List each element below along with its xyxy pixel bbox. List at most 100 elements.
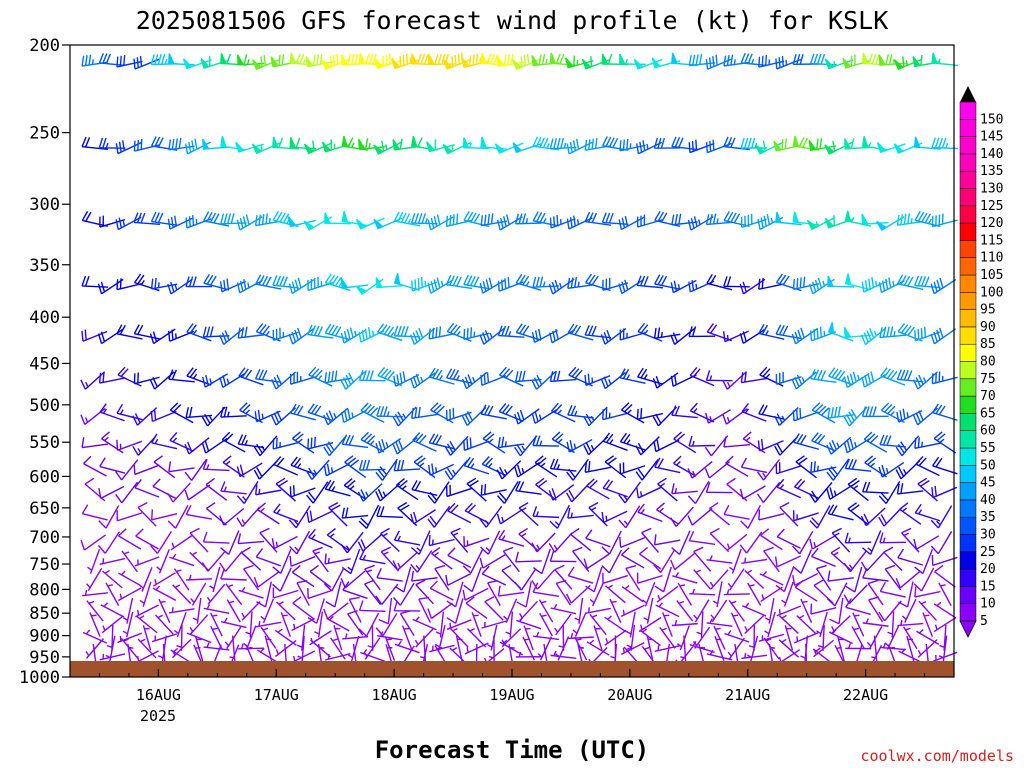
- x-tick-label: 16AUG: [136, 686, 181, 704]
- colorbar-label: 40: [980, 493, 996, 508]
- barb-half-feather: [138, 610, 139, 615]
- y-tick-label: 500: [29, 396, 60, 416]
- barb-feather: [779, 57, 780, 67]
- barb-half-feather: [678, 284, 679, 289]
- barb-half-feather: [578, 219, 579, 224]
- colorbar-label: 50: [980, 458, 996, 473]
- barb-feather: [782, 139, 783, 149]
- y-tick-label: 700: [29, 528, 60, 548]
- barb-half-feather: [611, 602, 616, 603]
- colorbar-segment: [960, 552, 976, 569]
- colorbar-segment: [960, 379, 976, 396]
- barb-half-feather: [733, 615, 738, 616]
- barb-half-feather: [160, 602, 165, 603]
- barb-feather: [471, 327, 472, 337]
- barb-feather: [477, 54, 478, 64]
- barb-half-feather: [715, 628, 720, 629]
- barb-feather: [918, 329, 919, 339]
- colorbar-segment: [960, 327, 976, 344]
- speed-colorbar: 5101520253035404550556065707580859095100…: [960, 86, 1003, 637]
- colorbar-label: 85: [980, 337, 996, 352]
- barb-feather: [481, 375, 482, 385]
- barb-feather: [134, 141, 135, 151]
- barb-half-feather: [332, 467, 333, 472]
- barb-half-feather: [727, 335, 728, 340]
- barb-feather: [800, 408, 801, 418]
- barb-feather: [290, 556, 291, 566]
- colorbar-segment: [960, 258, 976, 275]
- barb-feather: [627, 139, 628, 149]
- barb-half-feather: [524, 639, 529, 640]
- barb-half-feather: [623, 610, 624, 615]
- colorbar-segment: [960, 362, 976, 379]
- colorbar-label: 80: [980, 355, 996, 370]
- barb-half-feather: [771, 218, 772, 223]
- y-tick-label: 250: [29, 124, 60, 144]
- colorbar-top-arrow: [960, 86, 976, 102]
- barb-half-feather: [647, 144, 648, 149]
- barb-feather: [452, 56, 453, 66]
- barb-half-feather: [247, 648, 252, 649]
- y-tick-label: 300: [29, 195, 60, 215]
- barb-half-feather: [212, 615, 217, 616]
- barb-feather: [124, 55, 125, 65]
- barb-feather: [464, 440, 465, 450]
- barb-feather: [138, 140, 139, 150]
- barb-half-feather: [571, 513, 572, 518]
- barb-feather: [189, 216, 190, 226]
- y-tick-label: 550: [29, 433, 60, 453]
- barb-feather: [117, 279, 118, 289]
- barb-feather: [141, 139, 142, 149]
- barb-feather: [797, 409, 798, 419]
- barb-feather: [710, 141, 711, 151]
- y-tick-label: 750: [29, 555, 60, 575]
- barb-half-feather: [745, 558, 746, 563]
- plot-area: [70, 45, 958, 677]
- barb-feather: [925, 327, 926, 337]
- barb-feather: [453, 214, 454, 224]
- y-tick-label: 800: [29, 580, 60, 600]
- y-tick-label: 350: [29, 256, 60, 276]
- barb-feather: [418, 278, 419, 288]
- barb-half-feather: [319, 647, 324, 648]
- x-year-label: 2025: [140, 707, 176, 725]
- barb-half-feather: [576, 639, 581, 640]
- barb-half-feather: [91, 615, 96, 616]
- barb-feather: [498, 281, 499, 291]
- barb-feather: [620, 537, 621, 547]
- colorbar-label: 15: [980, 579, 996, 594]
- barb-half-feather: [641, 491, 642, 496]
- colorbar-bottom-arrow: [960, 621, 976, 637]
- chart-title: 2025081506 GFS forecast wind profile (kt…: [136, 6, 889, 35]
- colorbar-label: 95: [980, 303, 996, 318]
- barb-half-feather: [436, 467, 437, 472]
- barb-feather: [186, 218, 187, 228]
- barb-half-feather: [269, 218, 270, 223]
- y-tick-label: 1000: [19, 668, 60, 688]
- barb-half-feather: [467, 647, 468, 652]
- colorbar-label: 105: [980, 268, 1003, 283]
- barb-feather: [766, 55, 767, 65]
- y-tick-label: 600: [29, 467, 60, 487]
- colorbar-label: 90: [980, 320, 996, 335]
- barb-feather: [152, 509, 153, 519]
- credit-label: coolwx.com/models: [860, 747, 1014, 765]
- colorbar-label: 30: [980, 528, 996, 543]
- barb-half-feather: [696, 284, 697, 289]
- colorbar-segment: [960, 465, 976, 482]
- barb-shaft: [360, 610, 386, 611]
- colorbar-label: 75: [980, 372, 996, 387]
- barb-half-feather: [172, 607, 173, 612]
- barb-feather: [814, 461, 815, 471]
- barb-half-feather: [128, 647, 133, 648]
- barb-feather: [759, 279, 760, 289]
- barb-feather: [637, 409, 638, 419]
- barb-half-feather: [546, 59, 547, 64]
- barb-half-feather: [86, 590, 87, 595]
- y-tick-label: 650: [29, 499, 60, 519]
- barb-feather: [470, 437, 471, 447]
- x-tick-label: 19AUG: [489, 686, 534, 704]
- colorbar-segment: [960, 102, 976, 119]
- colorbar-segment: [960, 413, 976, 430]
- barb-half-feather: [893, 281, 894, 286]
